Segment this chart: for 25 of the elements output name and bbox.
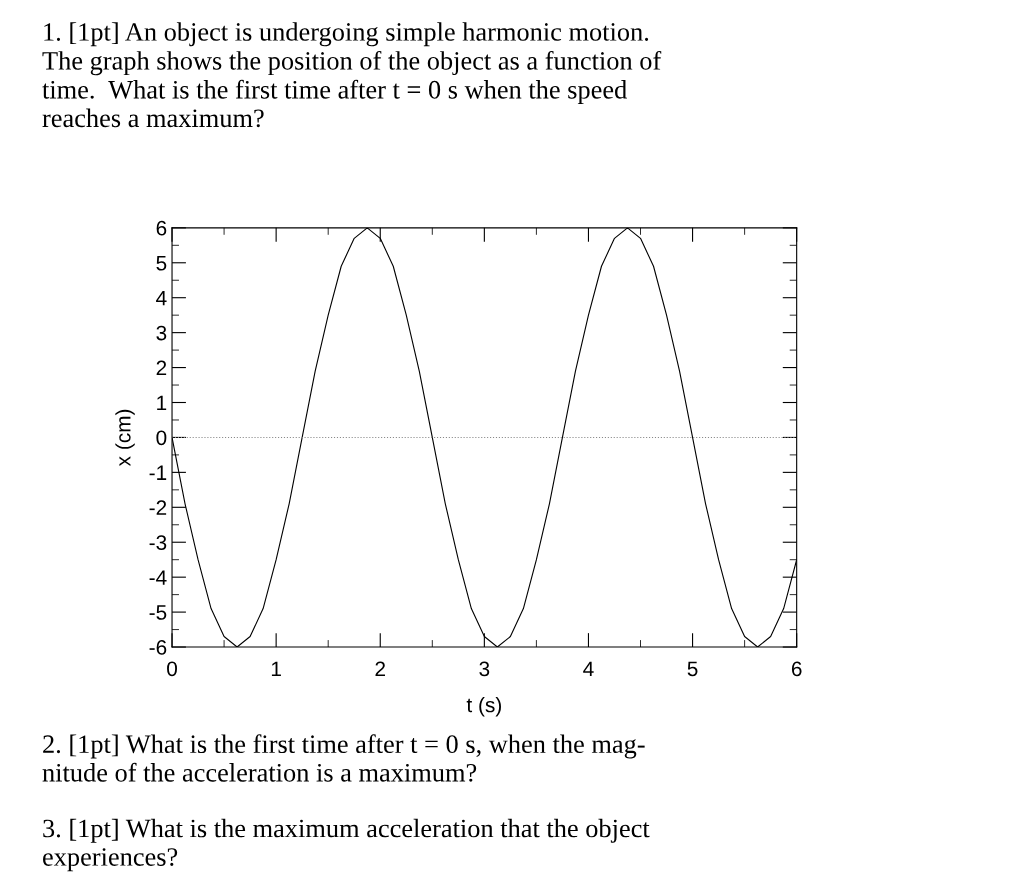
x-tick-label: 1 [271, 661, 281, 677]
y-tick-label: -2 [149, 500, 167, 515]
y-tick-label: 1 [157, 395, 167, 411]
x-tick-label: 3 [479, 661, 490, 677]
x-tick-label: 0 [167, 661, 178, 677]
x-tick-label: 6 [791, 661, 802, 677]
x-tick-label: 5 [687, 661, 698, 677]
x-axis-title: t (s) [466, 697, 501, 717]
x-tick-label: 4 [583, 661, 594, 677]
y-tick-label: 0 [156, 430, 167, 446]
chart-title: 1. [1pt] An object is undergoing simple harmonic motion. The graph shows the position of the object as a function of time. What is the first time after t = 0 s when the speed reaches a maximum? [42, 22, 662, 128]
y-tick-label: 5 [156, 255, 167, 271]
x-tick-label: 2 [375, 661, 385, 677]
y-axis-title: x (cm) [115, 409, 135, 467]
y-tick-label: -1 [149, 465, 167, 480]
y-tick-label: -5 [149, 605, 167, 620]
y-tick-label: 3 [156, 325, 167, 341]
text: 2. [1pt] What is the first time after t = 0 s, when the mag- nitude of the acceleration is a maximum? [42, 734, 645, 782]
y-tick-label: -4 [149, 570, 167, 585]
y-tick-label: 2 [156, 360, 167, 376]
text: 3. [1pt] What is the maximum acceleration that the object experiences? [43, 818, 650, 872]
y-tick-label: -6 [149, 640, 167, 655]
y-tick-label: 6 [156, 220, 167, 236]
y-tick-label: -3 [149, 535, 167, 550]
y-tick-label: 4 [156, 290, 167, 306]
